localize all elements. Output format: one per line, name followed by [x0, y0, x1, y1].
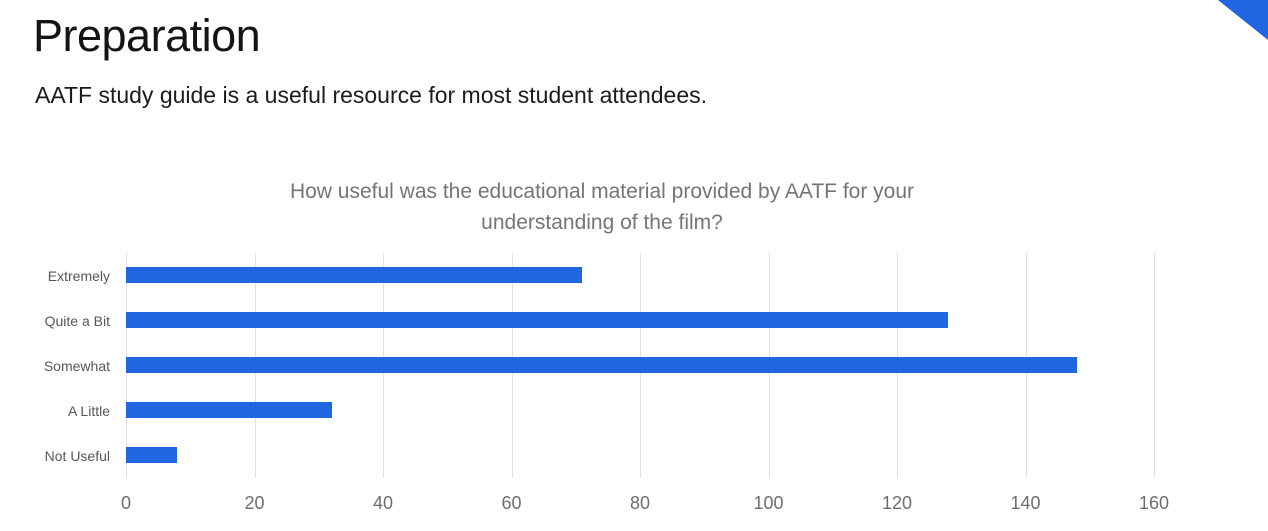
category-label: Extremely — [47, 267, 110, 284]
bar-row — [126, 253, 1154, 298]
category-label: A Little — [67, 402, 110, 419]
slide-title: Preparation — [33, 10, 261, 61]
bar — [126, 447, 178, 463]
x-axis: 0 20 40 60 80 100 120 140 160 — [121, 493, 1169, 516]
bar-row — [126, 343, 1154, 388]
plot-area — [126, 253, 1155, 478]
category-label: Not Useful — [44, 447, 110, 464]
x-tick-label: 120 — [881, 493, 913, 513]
corner-triangle-decoration — [1218, 0, 1268, 40]
chart-title: How useful was the educational material … — [289, 180, 915, 234]
bar — [126, 402, 332, 418]
x-tick-label: 100 — [753, 493, 784, 513]
x-tick-label: 60 — [501, 493, 522, 513]
x-tick-label: 20 — [244, 493, 265, 513]
x-tick-label: 160 — [1138, 493, 1170, 513]
bar — [126, 312, 949, 328]
bar — [126, 357, 1077, 373]
bar-row — [126, 433, 1154, 478]
x-tick-label: 140 — [1010, 493, 1041, 513]
x-tick-label: 80 — [629, 493, 651, 513]
category-label: Quite a Bit — [44, 312, 110, 329]
category-axis: Extremely Quite a Bit Somewhat A Little Not … — [0, 253, 110, 478]
gridline — [1154, 253, 1155, 478]
slide-subtitle: AATF study guide is a useful resource fo… — [35, 82, 708, 108]
x-tick-label: 0 — [120, 493, 132, 513]
bar-row — [126, 388, 1154, 433]
bar — [126, 267, 583, 283]
x-tick-label: 40 — [372, 493, 394, 513]
category-label: Somewhat — [43, 357, 110, 374]
bar-row — [126, 298, 1154, 343]
